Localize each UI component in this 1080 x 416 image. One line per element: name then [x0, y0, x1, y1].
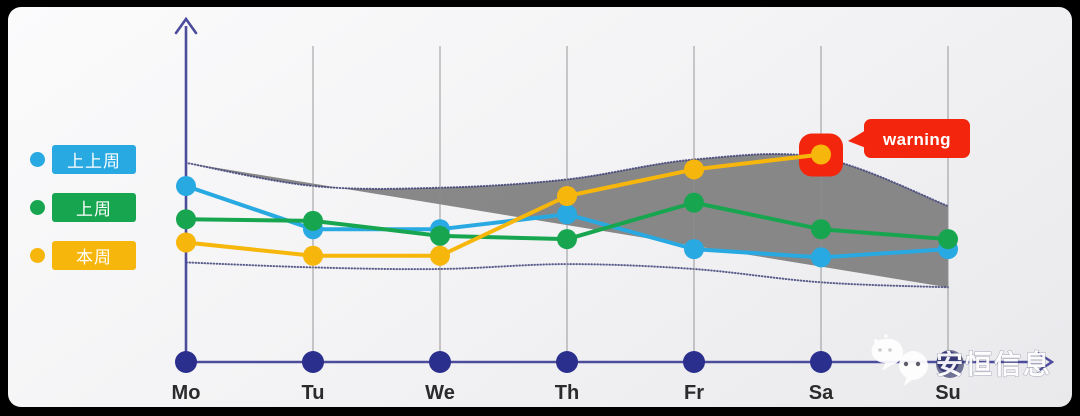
legend-label: 上周 — [76, 199, 112, 219]
data-point-1-tu — [303, 210, 323, 231]
warning-label: warning — [882, 130, 951, 149]
x-axis-dot-th — [556, 351, 578, 373]
x-axis-label-fr: Fr — [684, 382, 704, 404]
data-point-2-th — [557, 186, 577, 206]
y-axis-arrow-icon — [174, 16, 198, 35]
legend-dot-last-week — [30, 199, 45, 215]
data-point-2-tu — [303, 245, 323, 266]
x-axis-dot-sa — [810, 351, 832, 373]
x-axis-label-we: We — [425, 382, 455, 404]
watermark-sparkle — [884, 334, 888, 338]
data-point-1-sa — [811, 219, 831, 240]
x-axis-dot-tu — [302, 351, 324, 373]
x-axis-dot-we — [429, 351, 451, 373]
legend-label-box: 本周 — [52, 240, 136, 270]
data-point-0-fr — [684, 239, 704, 260]
x-axis-arrow-icon — [1036, 351, 1055, 373]
legend-dot-this-week — [30, 247, 45, 263]
wechat-icon-eye — [903, 361, 909, 367]
data-point-2-we — [430, 245, 450, 266]
x-axis-label-sa: Sa — [809, 382, 834, 404]
x-axis-dot-fr — [683, 351, 705, 373]
x-axis-dot-mo — [175, 351, 197, 373]
wechat-icon-eye — [878, 348, 882, 352]
data-point-2-fr — [684, 159, 704, 180]
data-point-0-sa — [811, 247, 831, 268]
wechat-icon — [871, 338, 904, 371]
legend-label: 上上周 — [67, 151, 121, 171]
brand-logo-circle — [936, 350, 964, 378]
legend: 上上周 上周 本周 — [30, 144, 136, 288]
data-point-1-su — [938, 229, 958, 250]
data-point-2-mo — [176, 232, 196, 253]
data-point-0-th — [557, 204, 577, 225]
watermark-brand-text: 安恒信息 — [936, 349, 1052, 380]
legend-item-week-before-last: 上上周 — [30, 144, 136, 174]
legend-item-this-week: 本周 — [30, 240, 136, 270]
warning-bubble-tail — [848, 130, 866, 148]
series-line-2 — [184, 152, 823, 258]
data-point-1-mo — [176, 209, 196, 230]
watermark: 安恒信息 — [871, 334, 1052, 386]
warning-bubble — [864, 119, 970, 158]
legend-dot-week-before-last — [30, 151, 45, 167]
x-axis-label-mo: Mo — [172, 382, 201, 404]
x-axis-label-tu: Tu — [302, 382, 325, 404]
data-point-1-we — [430, 225, 450, 246]
legend-label-box: 上周 — [52, 192, 136, 222]
x-axis-label-th: Th — [555, 382, 579, 404]
data-point-0-mo — [176, 176, 196, 197]
wechat-icon-eye — [888, 348, 892, 352]
data-point-1-th — [557, 229, 577, 250]
legend-label-box: 上上周 — [52, 144, 136, 174]
wechat-icon-eye — [915, 361, 921, 367]
legend-item-last-week: 上周 — [30, 192, 136, 222]
data-point-2-sa — [811, 144, 831, 165]
x-axis-label-su: Su — [935, 382, 961, 404]
wechat-icon-large-bubble — [898, 351, 928, 386]
data-point-1-fr — [684, 192, 704, 213]
legend-label: 本周 — [76, 247, 112, 267]
